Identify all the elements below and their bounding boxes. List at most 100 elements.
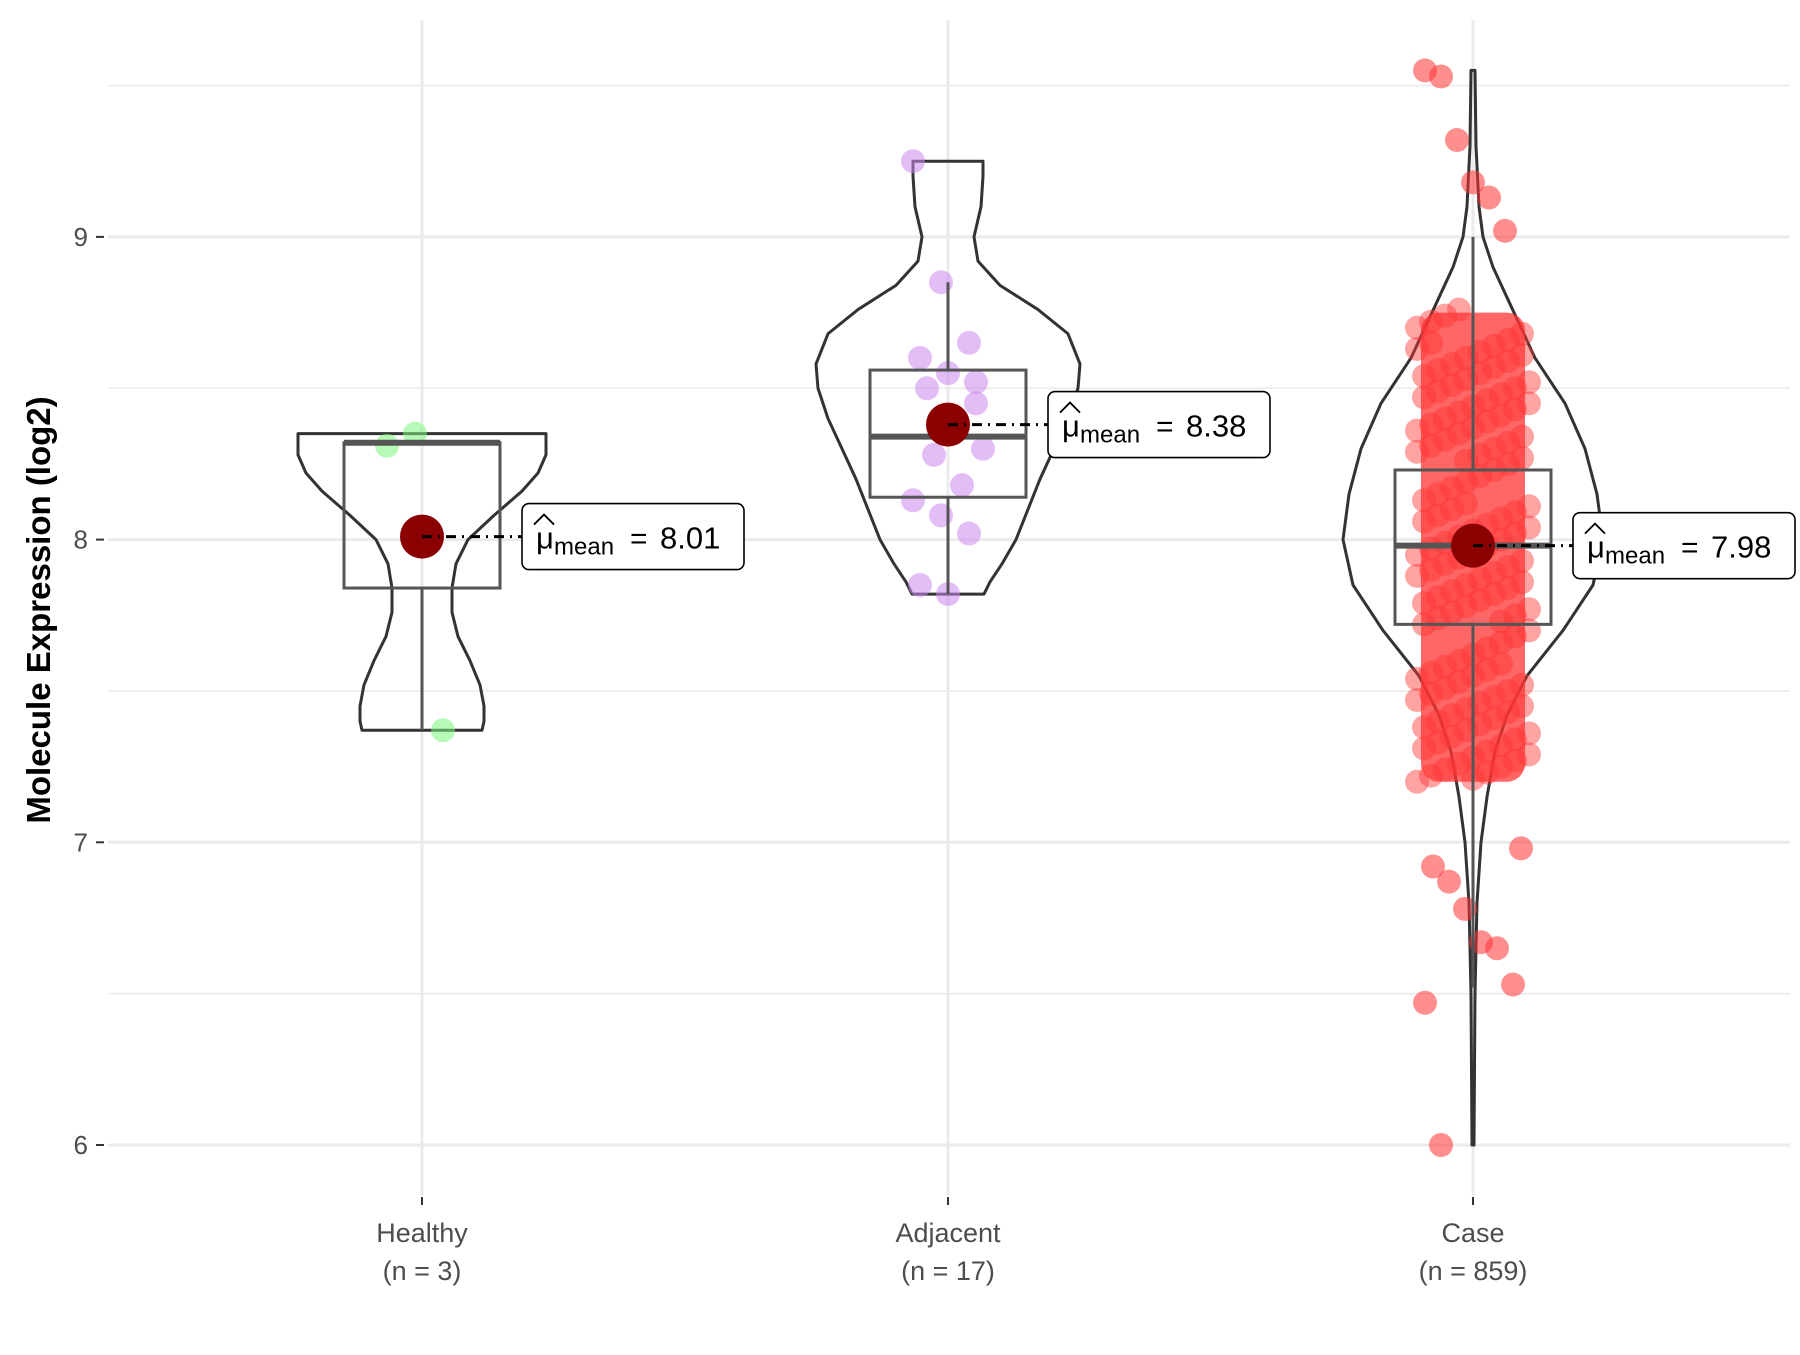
data-point [1482,706,1506,731]
data-point [1503,727,1527,752]
data-point [1517,721,1541,746]
data-point [1482,333,1506,358]
mean-label-equals: = [630,523,648,556]
data-point [1419,681,1443,706]
data-point [1477,185,1501,210]
data-point [1440,724,1464,749]
data-point [971,436,995,461]
data-point [1426,709,1450,734]
data-point [957,330,981,355]
data-point [1433,427,1457,452]
data-point [1412,715,1436,740]
box-adjacent [868,368,1028,499]
data-point [1517,515,1541,540]
y-tick-label: 9 [74,222,88,252]
data-point [1517,618,1541,643]
jitter-points [375,58,1541,1157]
mean-label-mu: μ [1587,530,1605,565]
data-point [1405,439,1429,464]
data-point [1429,64,1453,89]
data-point [1426,585,1450,610]
data-point [1421,854,1445,879]
y-tick-label: 7 [74,827,88,857]
x-tick-count: (n = 17) [901,1256,995,1286]
data-point [1405,336,1429,361]
data-point [1475,636,1499,661]
data-point [1503,500,1527,525]
data-point [375,433,399,458]
data-point [1447,751,1471,776]
data-point [1496,327,1520,352]
data-point [1412,509,1436,534]
data-point [1482,582,1506,607]
data-point [1445,128,1469,153]
data-point [1433,551,1457,576]
mean-label-box [521,502,745,571]
mean-label-box [1047,390,1271,459]
data-point [1454,470,1478,495]
data-point [1482,355,1506,380]
x-tick-count: (n = 3) [383,1256,462,1286]
mean-label-value: 7.98 [1711,530,1771,565]
data-point [922,442,946,467]
data-point [1405,688,1429,713]
y-tick-label: 8 [74,525,88,555]
data-point [1440,703,1464,728]
x-tick-label: Healthy [376,1218,468,1248]
data-point [1489,630,1513,655]
data-point [1419,557,1443,582]
data-point [1447,421,1471,446]
data-point [1510,445,1534,470]
data-point [901,149,925,174]
data-point [1433,406,1457,431]
data-point [1429,1133,1453,1157]
data-point [1496,349,1520,374]
mean-label-value: 8.01 [660,521,720,556]
data-point [1517,391,1541,416]
data-point [964,391,988,416]
data-point [1437,869,1461,894]
data-point [1454,573,1478,598]
data-point [1517,370,1541,395]
data-point [1510,548,1534,573]
data-point [1454,491,1478,516]
y-tick-label: 6 [74,1130,88,1160]
data-point [1489,651,1513,676]
data-point [1447,669,1471,694]
data-point [1440,579,1464,604]
data-point [1405,315,1429,340]
data-point [1510,424,1534,449]
data-point [1419,330,1443,355]
data-point [1419,433,1443,458]
data-point [1489,403,1513,428]
data-point [1503,397,1527,422]
data-point [1475,409,1499,434]
data-point [1493,218,1517,243]
mean-label-subscript: mean [554,534,614,561]
data-point [950,473,974,498]
data-point [1503,521,1527,546]
data-point [1475,760,1499,785]
mean-label-hat [1059,401,1081,414]
x-tick-label: Case [1441,1218,1504,1248]
data-point [1405,418,1429,443]
mean-label-mu: μ [1062,409,1080,444]
data-point [1419,763,1443,788]
data-point [1482,560,1506,585]
data-point [1501,972,1525,997]
data-point [1509,836,1533,861]
data-point [1482,685,1506,710]
data-point [1433,757,1457,782]
data-point [1510,569,1534,594]
data-point [1496,554,1520,579]
data-point [1412,364,1436,389]
mean-label-hat [533,513,555,526]
data-point [1419,412,1443,437]
mean-label-mu: μ [536,521,554,556]
data-point [1475,657,1499,682]
data-point [1419,309,1443,334]
violin-adjacent [814,159,1082,596]
data-point [1440,600,1464,625]
data-point [1517,494,1541,519]
